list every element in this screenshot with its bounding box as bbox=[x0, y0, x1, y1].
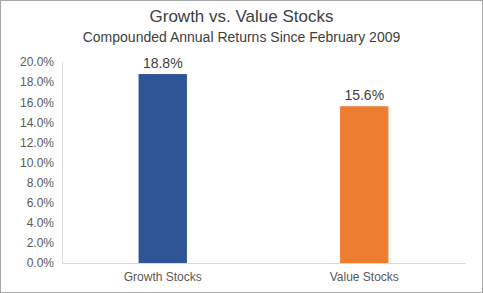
bars bbox=[139, 74, 389, 263]
y-tick: 10.0% bbox=[20, 156, 62, 170]
x-tick: Value Stocks bbox=[330, 263, 399, 284]
y-tick-label: 10.0% bbox=[20, 156, 54, 170]
y-tick: 2.0% bbox=[27, 236, 62, 250]
y-tick: 4.0% bbox=[27, 216, 62, 230]
y-tick-label: 2.0% bbox=[27, 236, 55, 250]
data-labels: 18.8% 15.6% bbox=[143, 55, 384, 103]
y-axis-line bbox=[62, 63, 63, 264]
x-tick-label: Value Stocks bbox=[330, 270, 399, 284]
y-tick: 8.0% bbox=[27, 176, 62, 190]
bar bbox=[139, 74, 187, 263]
x-tick-label: Growth Stocks bbox=[124, 270, 202, 284]
plot: 0.0% 2.0% 4.0% 6.0% 8.0% 10.0% 12.0% 14.0% 16.0%… bbox=[20, 55, 466, 283]
y-tick: 6.0% bbox=[27, 196, 62, 210]
data-label: 15.6% bbox=[344, 87, 384, 103]
x-tick: Growth Stocks bbox=[124, 263, 202, 284]
y-tick-label: 20.0% bbox=[20, 55, 54, 69]
y-tick-label: 16.0% bbox=[20, 96, 54, 110]
y-tick: 20.0% bbox=[20, 55, 62, 69]
chart: Growth vs. Value Stocks Compounded Annual… bbox=[0, 0, 483, 293]
bar bbox=[340, 106, 388, 263]
y-tick-label: 12.0% bbox=[20, 136, 54, 150]
subtitle: Compounded Annual Returns Since February… bbox=[83, 29, 401, 45]
y-tick-label: 18.0% bbox=[20, 75, 54, 89]
y-tick-label: 14.0% bbox=[20, 116, 54, 130]
y-tick: 14.0% bbox=[20, 116, 62, 130]
y-tick-label: 0.0% bbox=[27, 256, 55, 270]
chart-frame bbox=[1, 1, 483, 293]
y-tick: 0.0% bbox=[27, 256, 62, 270]
y-tick: 16.0% bbox=[20, 96, 62, 110]
y-tick-label: 4.0% bbox=[27, 216, 55, 230]
y-tick-label: 8.0% bbox=[27, 176, 55, 190]
data-label: 18.8% bbox=[143, 55, 183, 71]
y-tick: 18.0% bbox=[20, 75, 62, 89]
title: Growth vs. Value Stocks bbox=[150, 7, 334, 26]
x-axis-line bbox=[63, 263, 466, 264]
y-tick-label: 6.0% bbox=[27, 196, 55, 210]
x-axis: Growth Stocks Value Stocks bbox=[63, 263, 466, 284]
y-tick: 12.0% bbox=[20, 136, 62, 150]
y-axis: 0.0% 2.0% 4.0% 6.0% 8.0% 10.0% 12.0% 14.0% 16.0%… bbox=[20, 55, 63, 270]
